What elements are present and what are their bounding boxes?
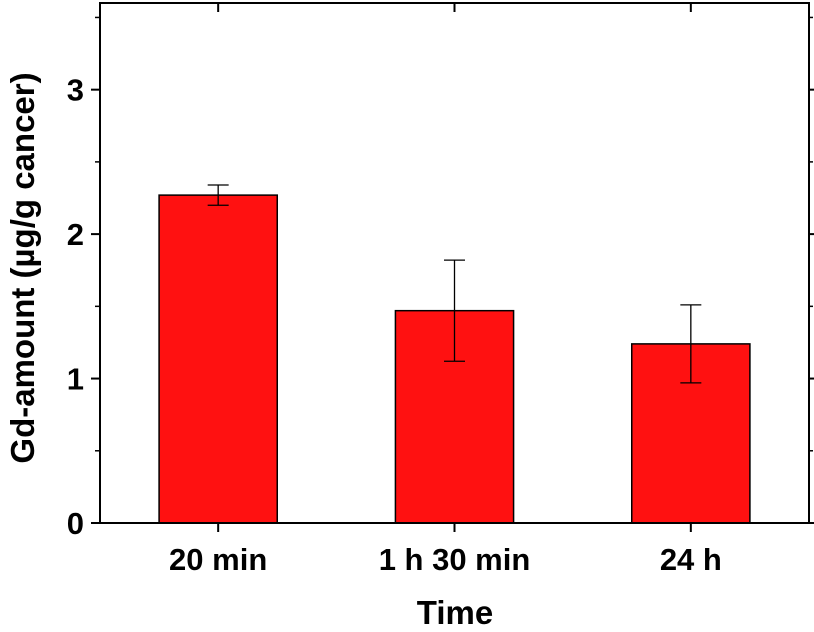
x-axis-title: Time	[417, 594, 493, 631]
x-tick-label-0: 20 min	[169, 542, 267, 577]
x-tick-label-2: 24 h	[660, 542, 722, 577]
error-bar-0	[207, 184, 229, 206]
tick-labels-layer: 20 min 1 h 30 min 24 h 0 1 2 3	[67, 73, 722, 577]
error-bar-2	[680, 304, 702, 384]
error-bar-1	[444, 259, 465, 362]
y-tick-label-1: 1	[67, 362, 84, 397]
y-axis-title: Gd-amount (µg/g cancer)	[4, 72, 41, 463]
y-tick-label-3: 3	[67, 73, 84, 108]
y-tick-label-2: 2	[67, 217, 84, 252]
ticks-layer	[91, 3, 814, 532]
y-tick-label-0: 0	[67, 506, 84, 541]
error-bars-layer	[207, 184, 702, 384]
x-tick-label-1: 1 h 30 min	[379, 542, 531, 577]
bar-0	[158, 194, 278, 524]
